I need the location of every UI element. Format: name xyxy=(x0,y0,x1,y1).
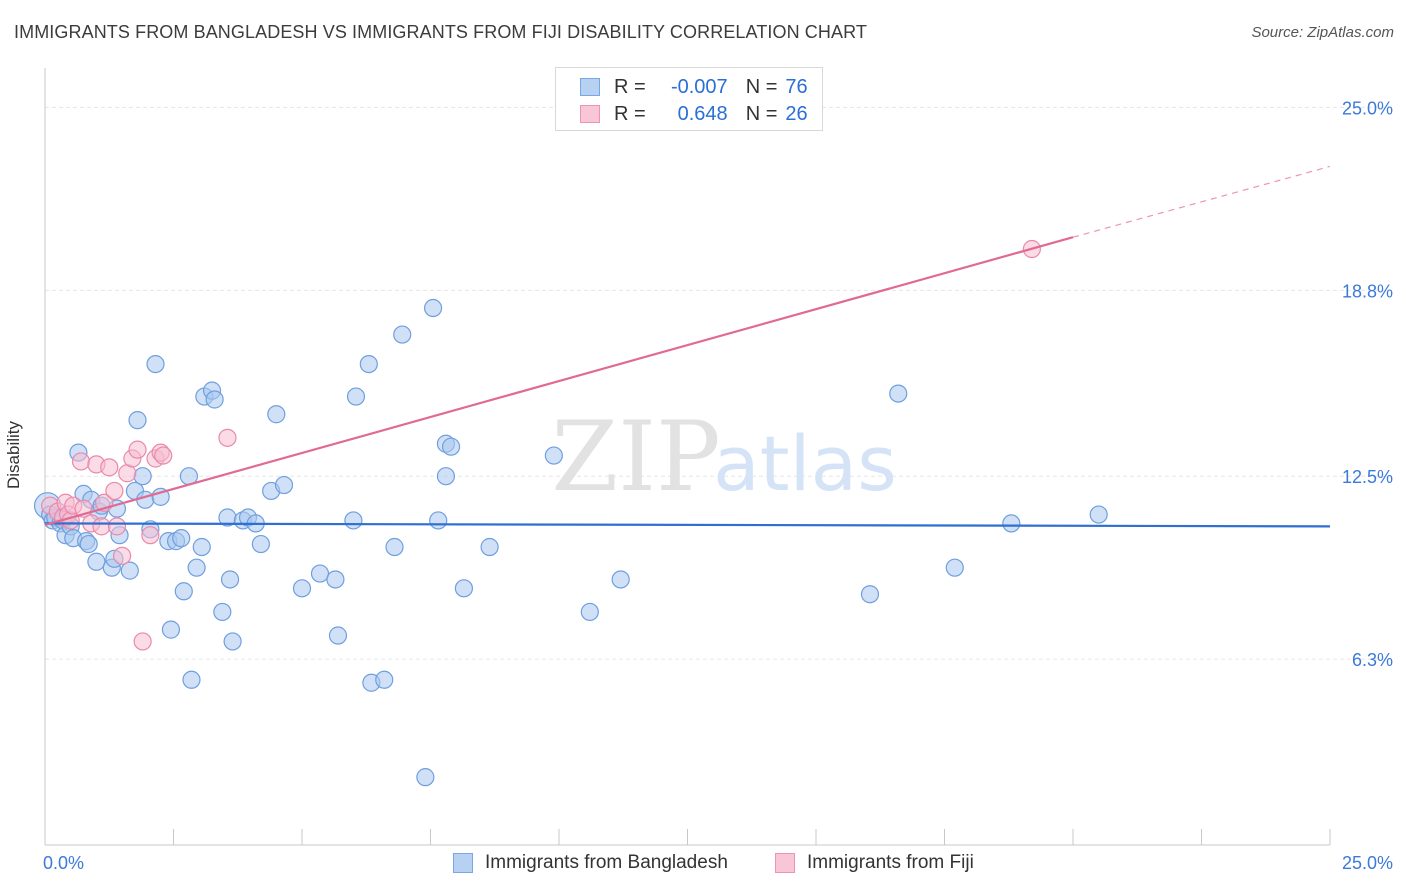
bangladesh-point xyxy=(182,670,201,689)
bangladesh-point xyxy=(310,564,330,583)
bangladesh-point xyxy=(187,558,206,577)
bangladesh-point xyxy=(580,602,599,622)
bangladesh-point xyxy=(889,384,908,403)
y-tick-label: 12.5% xyxy=(1342,467,1393,487)
legend-row-bangladesh: R = -0.007 N = 76 xyxy=(580,74,808,100)
bangladesh-point xyxy=(146,354,165,374)
fiji-point xyxy=(100,458,119,477)
trend-lines xyxy=(44,165,1331,528)
bangladesh-point xyxy=(192,537,211,557)
series-legend-fiji: Immigrants from Fiji xyxy=(775,852,974,874)
bangladesh-point xyxy=(223,632,242,651)
grid-lines xyxy=(45,106,1392,660)
bangladesh-point xyxy=(328,626,348,645)
bangladesh-point xyxy=(161,620,181,639)
bangladesh-point xyxy=(346,387,366,406)
source-label: Source: ZipAtlas.com xyxy=(1251,24,1394,41)
fiji-trend-extension xyxy=(1072,165,1331,238)
bangladesh-point xyxy=(611,570,630,589)
bangladesh-points xyxy=(33,298,1108,787)
bangladesh-point xyxy=(79,534,98,554)
bangladesh-point xyxy=(375,670,394,689)
bangladesh-point xyxy=(1089,505,1108,524)
bangladesh-point xyxy=(251,534,270,554)
bangladesh-point xyxy=(416,768,435,787)
watermark-zip: ZIP xyxy=(551,401,720,513)
bangladesh-point xyxy=(1002,514,1021,533)
bangladesh-point xyxy=(174,582,193,601)
axes xyxy=(44,68,1331,846)
bangladesh-point xyxy=(423,298,443,318)
bangladesh-point xyxy=(136,490,155,509)
legend-swatch-fiji xyxy=(580,105,600,123)
y-tick-label: 18.8% xyxy=(1342,281,1393,301)
fiji-point xyxy=(218,428,237,447)
legend-r-value: 0.648 xyxy=(677,102,728,125)
legend-n-value: 76 xyxy=(785,75,808,98)
bangladesh-point xyxy=(172,529,191,548)
series-legend-bangladesh: Immigrants from Bangladesh xyxy=(453,852,728,874)
fiji-point xyxy=(112,546,132,565)
bangladesh-point xyxy=(945,558,964,577)
fiji-point xyxy=(105,481,124,501)
legend-n-label: N = xyxy=(745,75,778,98)
bangladesh-point xyxy=(393,325,412,344)
legend-r-value: -0.007 xyxy=(670,75,728,98)
bangladesh-point xyxy=(480,537,499,557)
fiji-point xyxy=(92,517,111,536)
tick-labels: 6.3% 12.5% 18.8% 25.0% 0.0% 25.0% xyxy=(43,98,1393,873)
legend-swatch-bangladesh xyxy=(580,78,600,96)
series-label-fiji: Immigrants from Fiji xyxy=(807,852,974,873)
bangladesh-point xyxy=(133,467,152,486)
legend-n-value: 26 xyxy=(785,102,808,125)
fiji-point xyxy=(133,632,152,651)
bangladesh-point xyxy=(128,411,147,430)
y-tick-label: 25.0% xyxy=(1342,98,1393,118)
bangladesh-point xyxy=(344,511,363,530)
fiji-trend-line xyxy=(44,236,1074,526)
series-label-bangladesh: Immigrants from Bangladesh xyxy=(485,852,728,873)
bangladesh-point xyxy=(359,354,378,374)
bangladesh-point xyxy=(205,390,224,409)
bangladesh-point xyxy=(436,467,456,486)
fiji-point xyxy=(107,517,127,536)
legend-row-fiji: R = 0.648 N = 26 xyxy=(580,101,808,127)
fiji-point xyxy=(71,452,91,471)
bangladesh-point xyxy=(267,405,286,424)
bangladesh-trend-line xyxy=(44,522,1331,528)
watermark: ZIP atlas xyxy=(551,401,896,513)
chart-title: IMMIGRANTS FROM BANGLADESH VS IMMIGRANTS… xyxy=(14,22,867,42)
bangladesh-point xyxy=(860,585,880,604)
bangladesh-point xyxy=(120,561,139,580)
series-legend: Immigrants from Bangladesh Immigrants fr… xyxy=(0,852,1406,878)
bangladesh-point xyxy=(274,475,294,495)
x-tick-label: 0.0% xyxy=(43,853,84,873)
bangladesh-point xyxy=(441,437,461,456)
series-swatch-bangladesh xyxy=(453,853,473,873)
x-tick-label: 25.0% xyxy=(1342,853,1393,873)
bangladesh-point xyxy=(213,602,232,622)
bangladesh-point xyxy=(429,511,448,530)
legend-r-label: R = xyxy=(614,75,646,98)
legend-r-label: R = xyxy=(614,102,646,125)
bangladesh-point xyxy=(326,570,345,589)
series-swatch-fiji xyxy=(775,853,795,873)
fiji-point xyxy=(154,446,173,465)
bangladesh-point xyxy=(454,579,474,598)
watermark-atlas: atlas xyxy=(713,419,897,508)
bangladesh-point xyxy=(292,579,312,598)
bangladesh-point xyxy=(544,446,563,465)
legend-n-label: N = xyxy=(745,102,778,125)
y-tick-label: 6.3% xyxy=(1352,650,1393,670)
bangladesh-point xyxy=(87,552,106,571)
bangladesh-point xyxy=(220,570,240,589)
bangladesh-point xyxy=(385,537,404,557)
fiji-point xyxy=(141,526,160,545)
fiji-point xyxy=(128,440,147,459)
stats-legend: R = -0.007 N = 76 R = 0.648 N = 26 xyxy=(555,67,823,131)
